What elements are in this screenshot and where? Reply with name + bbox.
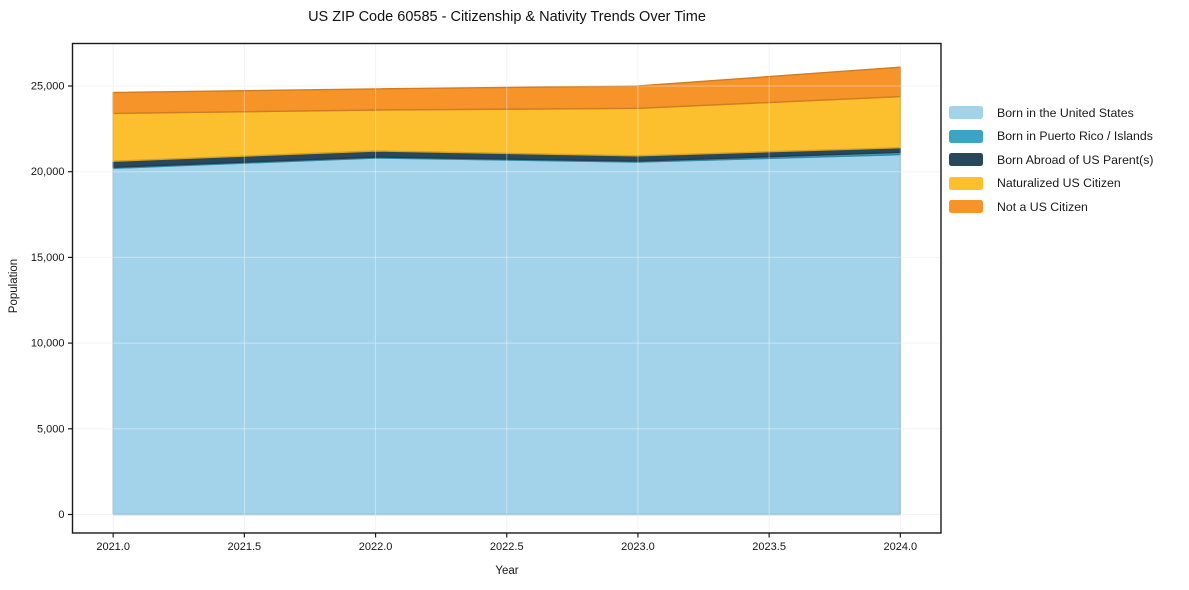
- stacked-areas: [112, 66, 901, 516]
- grid-overlay: [72, 43, 941, 533]
- legend-swatch: [949, 176, 983, 190]
- legend-label: Born in the United States: [997, 105, 1134, 120]
- x-tick-label: 2023.5: [752, 541, 786, 553]
- x-tick-label: 2021.5: [228, 541, 262, 553]
- y-tick-label: 10,000: [31, 338, 65, 350]
- legend-swatch: [949, 106, 983, 120]
- legend-item-not-a-us-citizen: Not a US Citizen: [949, 195, 1154, 219]
- chart-title: US ZIP Code 60585 - Citizenship & Nativi…: [308, 9, 706, 25]
- y-tick-label: 0: [58, 509, 64, 521]
- legend-label: Naturalized US Citizen: [997, 176, 1121, 191]
- axis-ticks: 2021.0 2021.5 2022.0 2022.5 2023.0 2023.5 2024…: [31, 81, 917, 553]
- y-tick-label: 20,000: [31, 166, 65, 178]
- legend-swatch: [949, 129, 983, 143]
- legend-label: Born Abroad of US Parent(s): [997, 152, 1154, 167]
- legend: Born in the United States Born in Puerto …: [949, 101, 1154, 219]
- legend-item-naturalized-us-citizen: Naturalized US Citizen: [949, 172, 1154, 196]
- legend-item-born-abroad-of-us-parent-s: Born Abroad of US Parent(s): [949, 148, 1154, 172]
- x-axis-label: Year: [495, 565, 519, 577]
- x-tick-label: 2024.0: [884, 541, 918, 553]
- legend-swatch: [949, 153, 983, 167]
- y-tick-label: 5,000: [37, 423, 65, 435]
- x-tick-label: 2022.0: [359, 541, 393, 553]
- area-not-a-us-citizen: [112, 66, 901, 115]
- legend-swatch: [949, 200, 983, 214]
- x-tick-label: 2021.0: [96, 541, 130, 553]
- legend-item-born-in-the-united-states: Born in the United States: [949, 101, 1154, 125]
- legend-label: Born in Puerto Rico / Islands: [997, 129, 1153, 144]
- x-tick-label: 2022.5: [490, 541, 524, 553]
- legend-item-born-in-puerto-rico-islands: Born in Puerto Rico / Islands: [949, 125, 1154, 149]
- y-tick-label: 15,000: [31, 252, 65, 264]
- legend-label: Not a US Citizen: [997, 199, 1088, 214]
- x-tick-label: 2023.0: [621, 541, 655, 553]
- y-tick-label: 25,000: [31, 81, 65, 93]
